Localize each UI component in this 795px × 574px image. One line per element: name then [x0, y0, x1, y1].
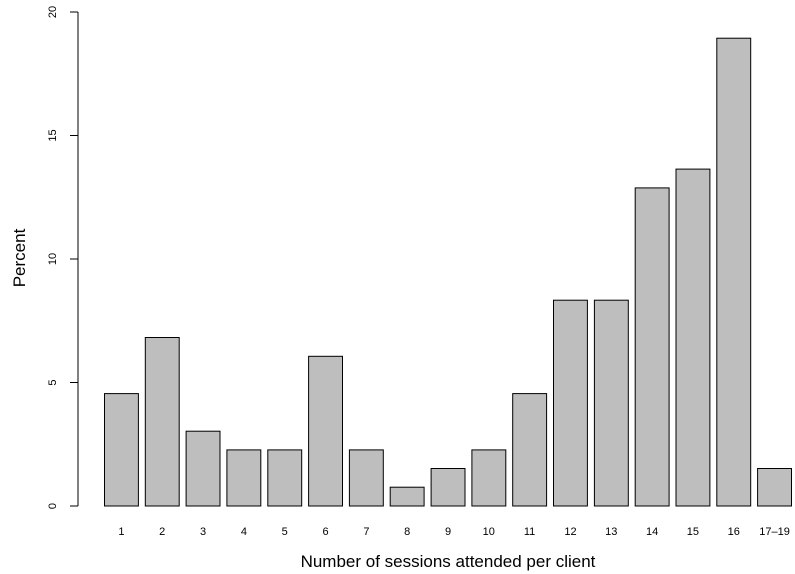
x-tick-label: 5	[282, 526, 288, 538]
y-tick-label: 15	[47, 129, 59, 141]
bar-5	[267, 449, 303, 507]
x-tick-label: 15	[687, 526, 699, 538]
bar-2	[144, 337, 180, 507]
x-tick-label: 12	[564, 526, 576, 538]
bars	[104, 37, 792, 507]
bar-11	[512, 393, 548, 507]
bar-12	[553, 299, 588, 507]
bar-3	[185, 430, 221, 507]
x-tick-label: 7	[363, 526, 369, 538]
x-tick-label: 2	[159, 526, 165, 538]
y-axis-title: Percent	[10, 228, 29, 287]
x-tick-label: 16	[728, 526, 740, 538]
bar-8	[389, 486, 425, 507]
x-axis-title: Number of sessions attended per client	[301, 552, 596, 571]
bar-15	[675, 168, 711, 507]
x-tick-label: 1	[118, 526, 124, 538]
y-tick-label: 20	[47, 6, 59, 18]
bar-17–19	[757, 468, 792, 507]
bar-7	[348, 449, 384, 507]
x-tick-label: 11	[524, 526, 535, 538]
y-tick-label: 10	[47, 253, 59, 265]
bar-10	[471, 449, 507, 507]
bar-1	[104, 393, 139, 507]
bar-6	[308, 355, 344, 507]
x-tick-label: 8	[404, 526, 410, 538]
bar-13	[593, 299, 629, 507]
y-tick-label: 0	[47, 503, 59, 509]
bar-4	[226, 449, 262, 507]
x-tick-label: 9	[445, 526, 451, 538]
y-tick-label: 5	[47, 379, 59, 385]
x-tick-label: 10	[483, 526, 495, 538]
x-tick-label: 3	[200, 526, 206, 538]
x-tick-label: 6	[322, 526, 328, 538]
x-tick-label: 4	[241, 526, 247, 538]
x-tick-label: 13	[605, 526, 617, 538]
bar-16	[716, 37, 752, 507]
y-axis: 0 5 10 15 20	[47, 6, 79, 509]
x-tick-label: 14	[646, 526, 658, 538]
bar-14	[634, 187, 670, 507]
bar-9	[430, 468, 466, 507]
x-tick-label: 17–19	[759, 526, 790, 538]
x-tick-labels: 1 2 3 4 5 6 7 8 9 10 11 12 13 14 15 16 17–19	[118, 526, 790, 538]
